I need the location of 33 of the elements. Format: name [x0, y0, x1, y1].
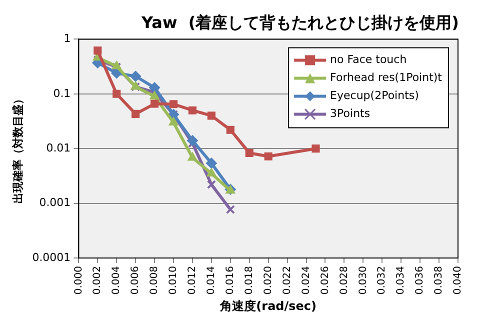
x-tick-label: 0.020: [262, 266, 274, 295]
x-tick-label: 0.016: [225, 266, 236, 295]
x-tick-label: 0.000: [73, 266, 84, 295]
x-tick-label: 0.028: [338, 266, 350, 295]
x-tick-label: 0.036: [414, 266, 426, 295]
y-tick-label: 0.01: [46, 141, 71, 154]
y-tick-label: 0.001: [39, 196, 71, 210]
x-tick-label: 0.004: [111, 266, 122, 295]
x-tick-label: 0.018: [244, 266, 255, 295]
x-tick-label: 0.038: [434, 266, 445, 295]
x-tick-label: 0.034: [396, 266, 407, 295]
legend-label: 3Points: [330, 107, 370, 120]
chart-title: Yaw (着座して背もたれとひじ掛けを使用): [140, 12, 459, 32]
y-tick-label: 0.0001: [32, 250, 71, 264]
x-tick-label: 0.014: [206, 266, 218, 295]
legend-label: Eyecup(2Points): [330, 89, 419, 102]
x-tick-label: 0.012: [187, 266, 198, 295]
x-tick-label: 0.022: [282, 266, 293, 295]
y-tick-label: 0.1: [53, 86, 71, 100]
x-tick-label: 0.030: [358, 266, 369, 295]
x-tick-label: 0.010: [168, 266, 180, 295]
legend-label: no Face touch: [330, 53, 407, 66]
x-tick-label: 0.026: [320, 266, 331, 295]
x-tick-label: 0.024: [300, 266, 312, 295]
y-tick-label: 1: [64, 32, 71, 46]
x-tick-label: 0.040: [452, 266, 464, 295]
x-tick-label: 0.006: [130, 266, 142, 295]
legend-label: Forhead res(1Point)t: [330, 71, 443, 84]
y-axis-title: 出現確率（対数目盛）: [11, 94, 24, 204]
x-axis-title: 角速度(rad/sec): [219, 298, 317, 313]
x-tick-label: 0.008: [149, 266, 160, 295]
x-tick-label: 0.002: [92, 266, 104, 295]
x-tick-label: 0.032: [376, 266, 388, 295]
